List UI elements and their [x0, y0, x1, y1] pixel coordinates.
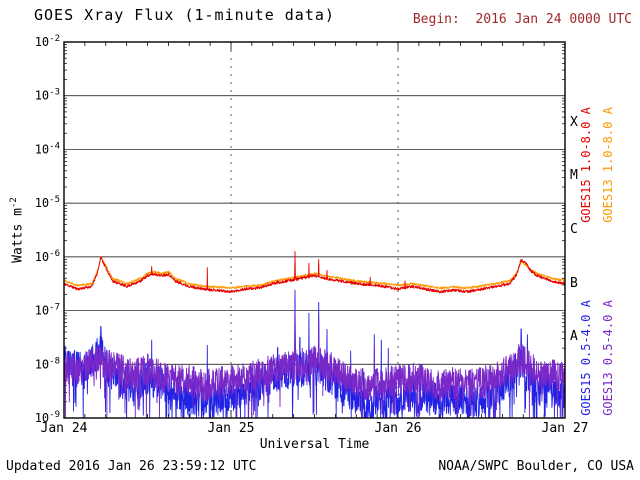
x-tick-label: Jan 27: [541, 421, 589, 436]
y-tick-label: 10-2: [35, 34, 60, 49]
y-tick-label: 10-7: [35, 303, 60, 318]
flare-class-label: M: [570, 168, 578, 184]
y-tick-label: 10-5: [35, 195, 60, 210]
updated-timestamp: Updated 2016 Jan 26 23:59:12 UTC: [6, 459, 257, 474]
x-tick-label: Jan 24: [40, 421, 88, 436]
y-tick-label: 10-4: [35, 141, 60, 156]
series-legend-label: GOES15 0.5-4.0 A: [579, 300, 593, 416]
source-credit: NOAA/SWPC Boulder, CO USA: [438, 459, 634, 474]
plot-frame: [63, 41, 566, 419]
series-legend-label: GOES15 1.0-8.0 A: [579, 107, 593, 223]
y-axis-label-exponent: -2: [9, 197, 19, 209]
series-legend-label: GOES13 1.0-8.0 A: [601, 107, 615, 223]
y-axis-label-base: Watts m: [10, 208, 26, 263]
begin-timestamp: Begin: 2016 Jan 24 0000 UTC: [412, 12, 632, 27]
y-tick-label: 10-8: [35, 356, 60, 371]
flare-class-label: X: [570, 114, 578, 130]
series-goes15_long-line: [63, 251, 566, 294]
series-goes13_long-line: [63, 257, 566, 290]
y-tick-label: 10-9: [35, 410, 60, 425]
flare-class-label: B: [570, 275, 578, 291]
series-goes13_short-line: [63, 307, 566, 419]
page-title: GOES Xray Flux (1-minute data): [34, 6, 335, 24]
y-tick-label: 10-6: [35, 249, 60, 264]
flare-class-label: A: [570, 329, 578, 345]
series-legend-label: GOES13 0.5-4.0 A: [601, 300, 615, 416]
x-tick-label: Jan 25: [207, 421, 255, 436]
flare-class-label: C: [570, 222, 578, 237]
x-axis-label: Universal Time: [259, 437, 370, 452]
y-tick-label: 10-3: [35, 88, 60, 103]
y-axis-label: Watts m-2: [6, 170, 26, 290]
x-tick-label: Jan 26: [374, 421, 422, 436]
